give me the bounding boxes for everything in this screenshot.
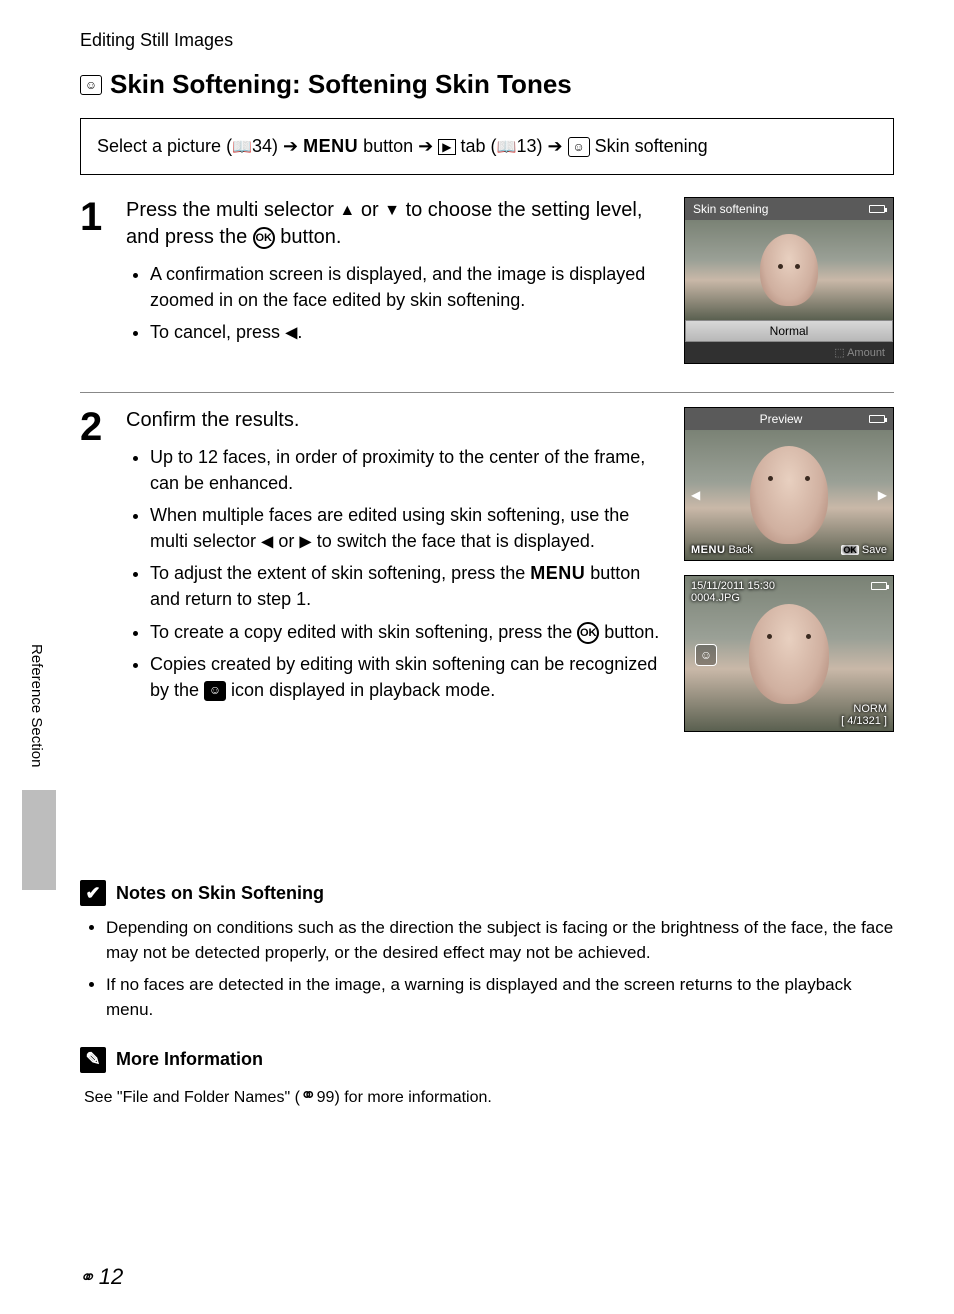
nav-ss-text: Skin softening xyxy=(590,136,708,156)
down-arrow-icon: ▼ xyxy=(384,202,400,219)
notes-bullet-1: Depending on conditions such as the dire… xyxy=(106,916,894,965)
step-2-bullet-1: Up to 12 faces, in order of proximity to… xyxy=(150,444,666,496)
camera-screen-3: 15/11/2011 15:30 0004.JPG ☺ NORM [ 4/132… xyxy=(684,575,894,732)
right-arrow-icon: ▶ xyxy=(299,534,311,551)
ok-button-icon: OK xyxy=(253,227,275,249)
face-preview xyxy=(760,234,818,306)
step-1-bullet-1: A confirmation screen is displayed, and … xyxy=(150,261,666,313)
page-number-value: 12 xyxy=(99,1264,123,1290)
notes-heading: Notes on Skin Softening xyxy=(116,883,324,904)
t: To adjust the extent of skin softening, … xyxy=(150,563,530,583)
book-icon: 📖 xyxy=(497,136,517,160)
skin-softening-icon: ☺ xyxy=(568,137,590,157)
step-2-bullet-3: To adjust the extent of skin softening, … xyxy=(150,560,666,612)
up-arrow-icon: ▲ xyxy=(339,202,355,219)
step-1-number: 1 xyxy=(80,197,108,237)
skin-softening-badge-icon: ☺ xyxy=(695,644,717,666)
t: or xyxy=(273,531,299,551)
page-title: ☺ Skin Softening: Softening Skin Tones xyxy=(80,69,894,100)
t: To create a copy edited with skin soften… xyxy=(150,622,577,642)
nav-ref34: 34) xyxy=(252,136,283,156)
t: button. xyxy=(275,226,342,248)
left-arrow-icon: ◀ xyxy=(261,534,273,551)
t: To cancel, press xyxy=(150,322,285,342)
notes-check-icon: ✔ xyxy=(80,880,106,906)
screen2-save: Save xyxy=(862,544,887,556)
left-nav-icon: ◀ xyxy=(691,488,700,502)
screen2-back: Back xyxy=(728,544,752,556)
t: ) for more information. xyxy=(334,1089,491,1106)
step-1-bullet-2: To cancel, press ◀. xyxy=(150,319,666,345)
t: . xyxy=(297,322,302,342)
screen1-title: Skin softening xyxy=(693,202,768,216)
side-tab-marker xyxy=(22,790,56,890)
face-preview xyxy=(749,604,829,704)
screen2-title: Preview xyxy=(760,412,803,426)
t: button. xyxy=(599,622,659,642)
arrow-icon: ➔ xyxy=(418,136,433,156)
breadcrumb: Editing Still Images xyxy=(80,30,894,51)
step-2-instruction: Confirm the results. xyxy=(126,407,666,434)
screen1-level: Normal xyxy=(685,320,893,342)
step-2-bullet-5: Copies created by editing with skin soft… xyxy=(150,651,666,703)
skin-softening-badge-icon: ☺ xyxy=(204,681,226,701)
more-info-text: See "File and Folder Names" (⚭99) for mo… xyxy=(80,1083,894,1108)
t: to switch the face that is displayed. xyxy=(312,531,595,551)
camera-screen-1: Skin softening Normal ⬚ Amount xyxy=(684,197,894,364)
amount-label: ⬚ xyxy=(834,347,847,359)
ok-button-icon: OK xyxy=(577,622,599,644)
page-chain-icon: ⚭ xyxy=(78,1265,95,1290)
step-1-instruction: Press the multi selector ▲ or ▼ to choos… xyxy=(126,197,666,251)
nav-button-word: button xyxy=(358,136,418,156)
battery-icon xyxy=(869,205,885,213)
t: Press the multi selector xyxy=(126,199,339,221)
battery-icon xyxy=(869,415,885,423)
reference-chain-icon: ⚭ xyxy=(300,1085,317,1107)
menu-label: MENU xyxy=(530,563,585,583)
book-icon: 📖 xyxy=(232,136,252,160)
playback-tab-icon: ▶ xyxy=(438,139,455,155)
step-2-bullet-4: To create a copy edited with skin soften… xyxy=(150,619,666,645)
page-number: ⚭12 xyxy=(78,1264,123,1290)
t: See "File and Folder Names" ( xyxy=(84,1089,300,1106)
more-info-pencil-icon: ✎ xyxy=(80,1047,106,1073)
menu-label: MENU xyxy=(303,136,358,156)
arrow-icon: ➔ xyxy=(283,136,298,156)
step-2-row: 2 Confirm the results. Up to 12 faces, i… xyxy=(80,407,894,760)
arrow-icon: ➔ xyxy=(548,136,563,156)
screen3-counter: 4/1321 xyxy=(847,715,881,727)
step-1-row: 1 Press the multi selector ▲ or ▼ to cho… xyxy=(80,197,894,393)
nav-tab-word: tab ( xyxy=(456,136,497,156)
right-nav-icon: ▶ xyxy=(878,488,887,502)
left-arrow-icon: ◀ xyxy=(285,325,297,342)
screen3-quality: NORM xyxy=(841,703,887,715)
t: icon displayed in playback mode. xyxy=(226,680,495,700)
side-section-label: Reference Section xyxy=(26,640,47,771)
navigation-path-box: Select a picture (📖34) ➔ MENU button ➔ ▶… xyxy=(80,118,894,175)
notes-section: ✔ Notes on Skin Softening Depending on c… xyxy=(80,880,894,1108)
screen1-footer: Amount xyxy=(847,347,885,359)
battery-icon xyxy=(871,582,887,590)
step-2-number: 2 xyxy=(80,407,108,447)
t: or xyxy=(355,199,384,221)
more-ref: 99 xyxy=(317,1089,335,1106)
title-text: Skin Softening: Softening Skin Tones xyxy=(110,69,572,100)
screen2-menu: MENU xyxy=(691,544,725,556)
screen2-ok: OK xyxy=(841,545,859,555)
more-info-heading: More Information xyxy=(116,1049,263,1070)
nav-ref13: 13) xyxy=(516,136,547,156)
step-2-bullet-2: When multiple faces are edited using ski… xyxy=(150,502,666,554)
screen3-timestamp: 15/11/2011 15:30 xyxy=(691,580,775,592)
camera-screen-2: Preview ◀ ▶ MENU Back OK Save xyxy=(684,407,894,561)
nav-text: Select a picture ( xyxy=(97,136,232,156)
notes-bullet-2: If no faces are detected in the image, a… xyxy=(106,973,894,1022)
screen3-filename: 0004.JPG xyxy=(691,592,775,604)
skin-softening-icon: ☺ xyxy=(80,75,102,95)
